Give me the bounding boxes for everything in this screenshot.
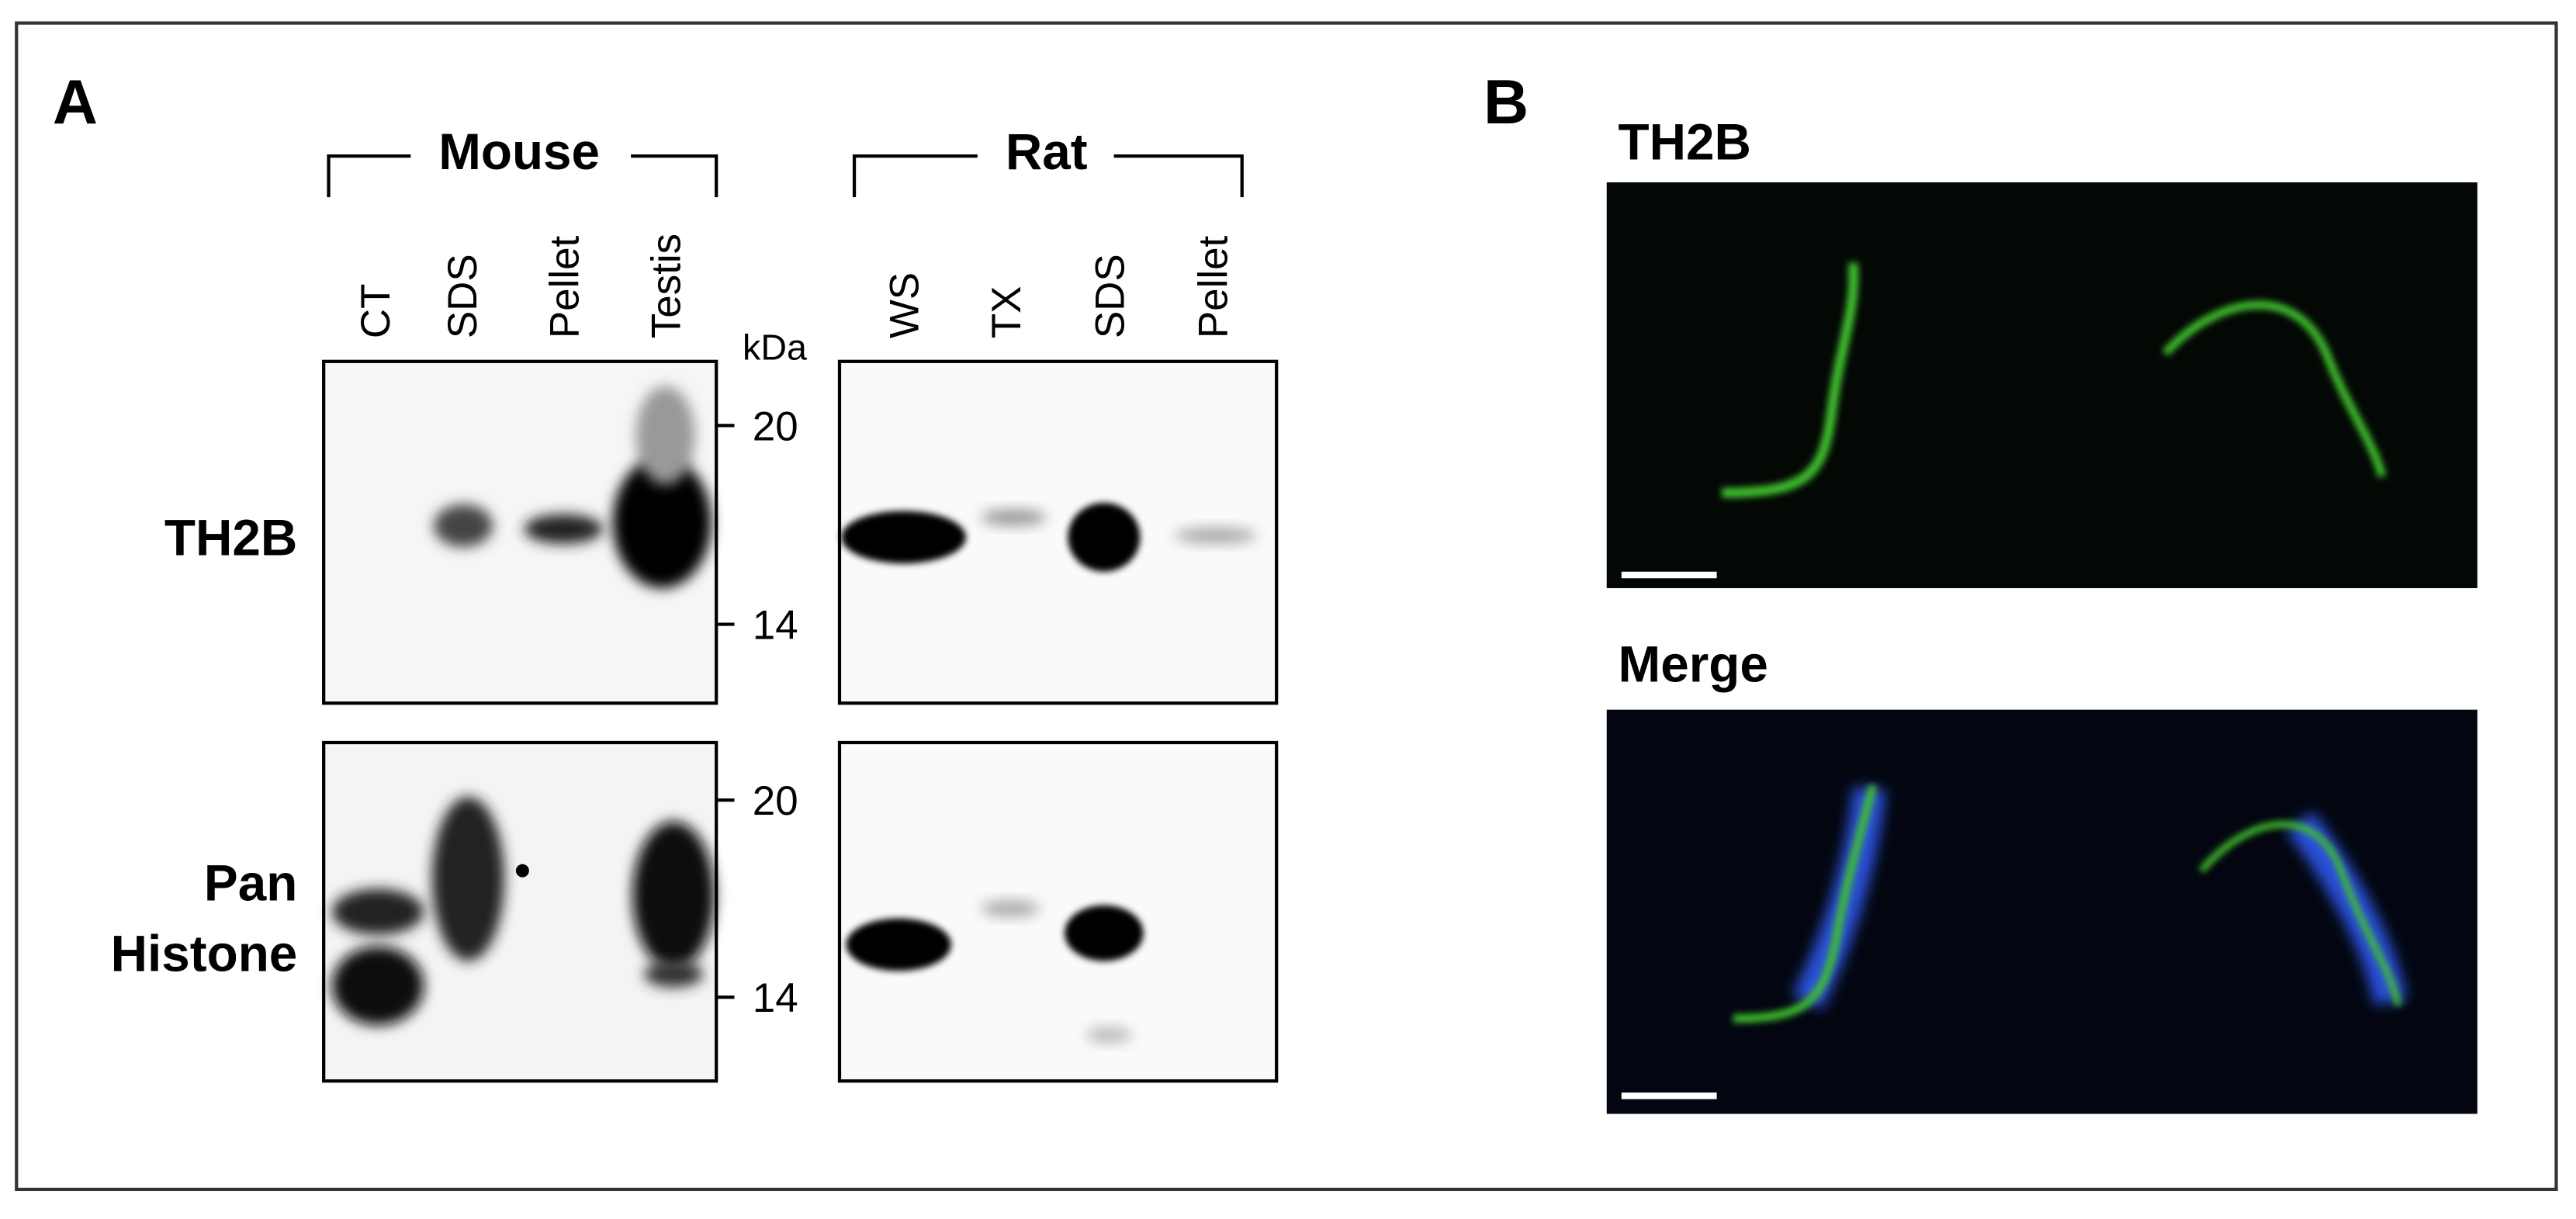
- rect-shape: [1606, 709, 2477, 1114]
- path-shape: [1733, 784, 1877, 1023]
- lane-label: Pellet: [542, 235, 587, 338]
- bracket: [852, 154, 1244, 198]
- lane-label: TX: [984, 286, 1030, 339]
- ellipse-shape: [841, 511, 967, 564]
- ellipse-shape: [1065, 905, 1144, 961]
- rect-shape: [837, 740, 1279, 1083]
- blot-th2b-mouse: [322, 359, 718, 705]
- marker-label: 20: [753, 403, 798, 449]
- row-label: TH2B: [164, 510, 297, 566]
- panel-label: B: [1484, 68, 1529, 137]
- ellipse-shape: [1174, 527, 1257, 544]
- lane-label: SDS: [440, 254, 486, 338]
- lane-label: Testis: [644, 234, 690, 338]
- ellipse-shape: [431, 796, 505, 961]
- row-label: Histone: [111, 925, 298, 982]
- blot-pan-rat: [837, 740, 1279, 1083]
- ellipse-shape: [644, 961, 704, 988]
- group-label: Mouse: [438, 123, 600, 180]
- group-label: Rat: [1006, 123, 1088, 180]
- ellipse-shape: [434, 504, 493, 548]
- ellipse-shape: [524, 514, 604, 544]
- ellipse-shape: [1085, 1027, 1132, 1044]
- bracket: [327, 154, 718, 198]
- marker-label: 20: [753, 778, 798, 824]
- ellipse-shape: [981, 509, 1047, 526]
- markers: 20 14 20 14: [716, 403, 798, 1021]
- panel-label: A: [53, 68, 98, 137]
- ellipse-shape: [635, 386, 695, 485]
- lane-label: SDS: [1087, 254, 1133, 338]
- path-shape: [1721, 262, 1859, 498]
- blot-pan-mouse: [322, 740, 718, 1083]
- marker-unit: kDa: [743, 327, 807, 368]
- path-shape: [2162, 300, 2387, 478]
- ellipse-shape: [331, 946, 424, 1026]
- micrograph-th2b: [1606, 182, 2477, 588]
- lane-labels: CT SDS Pellet Testis WS TX SDS Pellet: [353, 234, 1237, 338]
- path-shape: [2198, 821, 2402, 1006]
- ellipse-shape: [1068, 502, 1141, 572]
- ellipse-shape: [612, 456, 712, 588]
- lane-label: WS: [882, 272, 928, 338]
- lane-label: CT: [353, 284, 399, 339]
- image-title: TH2B: [1619, 113, 1751, 170]
- lane-label: Pellet: [1191, 235, 1237, 338]
- marker-label: 14: [753, 603, 798, 649]
- circle-shape: [515, 864, 529, 878]
- image-title: Merge: [1619, 636, 1768, 693]
- blot-th2b-rat: [837, 359, 1279, 705]
- marker-label: 14: [753, 975, 798, 1021]
- ellipse-shape: [846, 918, 951, 971]
- ellipse-shape: [632, 821, 715, 970]
- ellipse-shape: [331, 888, 424, 935]
- micrograph-merge: [1606, 709, 2477, 1114]
- rect-shape: [1606, 182, 2477, 588]
- ellipse-shape: [981, 900, 1040, 917]
- row-label: Pan: [204, 854, 297, 911]
